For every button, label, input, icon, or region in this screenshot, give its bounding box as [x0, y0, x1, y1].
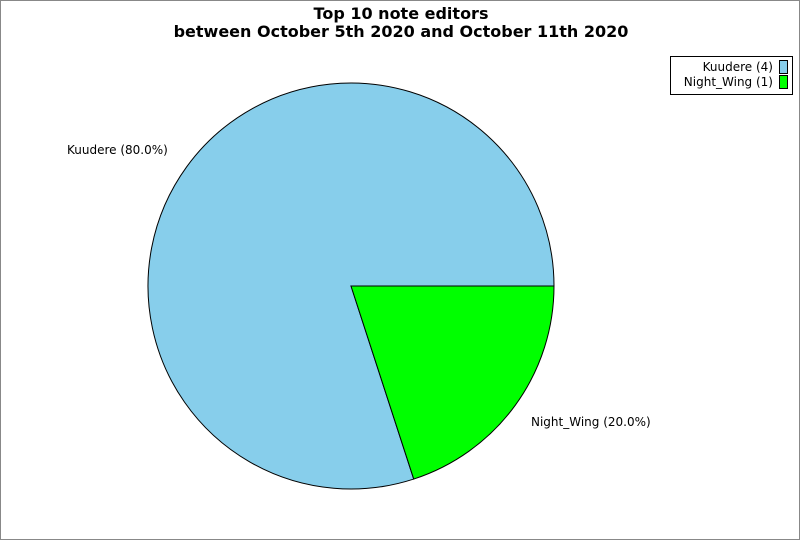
- legend-label: Night_Wing (1): [683, 75, 773, 89]
- slice-label: Night_Wing (20.0%): [531, 415, 651, 429]
- legend-label: Kuudere (4): [702, 60, 773, 74]
- slice-label: Kuudere (80.0%): [67, 143, 168, 157]
- pie-slice-night-wing: [350, 285, 555, 480]
- legend-swatch: [779, 75, 788, 89]
- chart-subtitle: between October 5th 2020 and October 11t…: [173, 22, 629, 41]
- legend-item-night-wing: Night_Wing (1): [684, 75, 788, 89]
- legend-item-kuudere: Kuudere (4): [703, 60, 788, 74]
- legend: Kuudere (4) Night_Wing (1): [670, 56, 793, 95]
- legend-swatch: [779, 60, 788, 74]
- chart-title: Top 10 note editors: [313, 4, 489, 23]
